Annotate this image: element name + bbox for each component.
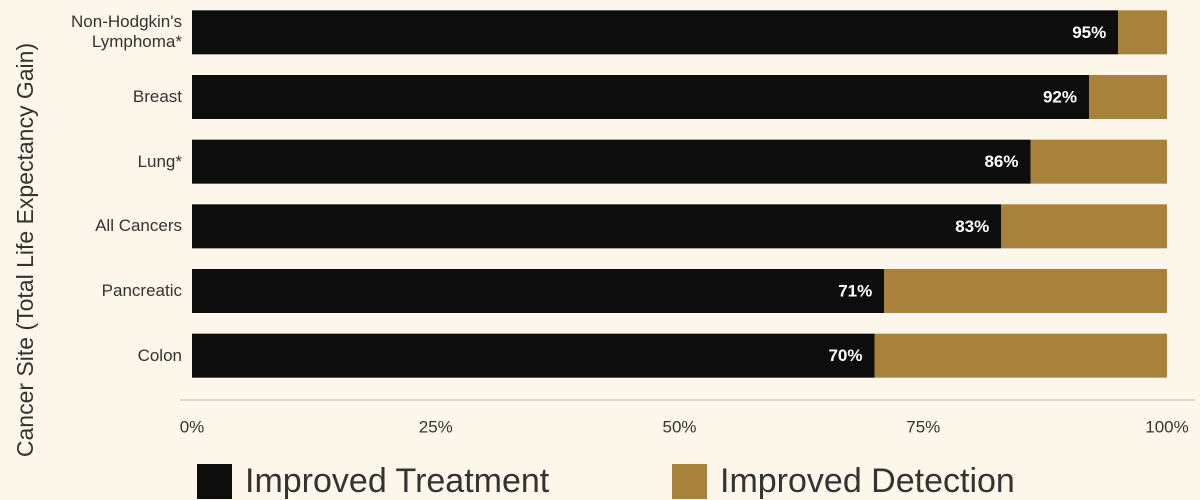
bar-segment [192,204,1002,249]
bar-segment [884,269,1167,313]
x-tick-label: 75% [906,417,940,436]
y-tick-label: All Cancers [95,216,182,236]
value-label: 83% [955,217,989,236]
bar-segment [1089,75,1167,119]
x-tick-label: 0% [180,417,205,436]
bar-segment [874,333,1167,378]
bar-segment [192,10,1119,55]
bar-segment [1030,139,1167,184]
bar-segment [192,75,1089,119]
bar-segment [192,269,885,313]
value-label: 95% [1072,23,1106,42]
legend-swatch [197,464,232,499]
legend-label: Improved Treatment [245,462,550,500]
value-label: 92% [1043,87,1077,106]
y-tick-label: Colon [137,345,182,365]
x-tick-label: 100% [1145,417,1188,436]
value-label: 86% [984,152,1018,171]
legend-swatch [672,464,707,499]
legend-label: Improved Detection [720,462,1015,500]
value-label: 71% [838,281,872,300]
bar-segment [1001,204,1167,249]
bar-segment [192,333,875,378]
y-tick-label: Breast [132,87,182,106]
x-tick-label: 25% [419,417,453,436]
y-tick-label: Pancreatic [101,281,182,300]
y-tick-label: Lung* [137,151,182,171]
bar-segment [192,139,1031,184]
y-tick-label: Non-Hodgkin's Lymphoma* [71,12,182,52]
bar-segment [1118,10,1167,55]
x-tick-label: 50% [662,417,696,436]
y-axis-label: Cancer Site (Total Life Expectancy Gain) [12,43,38,457]
value-label: 70% [828,346,862,365]
